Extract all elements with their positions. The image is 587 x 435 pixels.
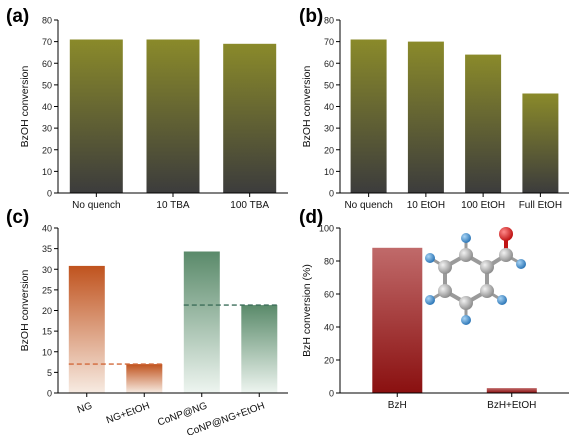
x-tick-label: 100 EtOH <box>461 200 505 211</box>
bar-10-etoh <box>407 41 444 193</box>
y-tick-label: 50 <box>42 80 52 90</box>
y-axis-title: BzOH conversion <box>19 269 31 351</box>
y-tick-label: 10 <box>324 167 334 177</box>
carbon-atom <box>499 248 513 262</box>
x-tick-label: BzH <box>388 400 407 411</box>
chart-panel-b: 0 10 20 30 40 50 60 70 80 No quench 10 EtOH 100 EtO… <box>301 16 569 211</box>
benzaldehyde-molecule-illustration <box>425 227 526 325</box>
chart-panel-a: 0 10 20 30 40 50 60 70 80 No quench 10 TBA 100 TBA B… <box>19 16 288 211</box>
y-tick-label: 20 <box>324 356 334 366</box>
y-axis-title: BzOH conversion <box>301 65 313 147</box>
bar-100-etoh <box>465 54 502 193</box>
y-axis-title: BzH conversion (%) <box>301 264 313 357</box>
bar-ng <box>68 265 105 393</box>
bar-full-etoh <box>522 93 559 193</box>
y-tick-label: 50 <box>324 80 334 90</box>
x-tick-label: 10 TBA <box>156 200 189 211</box>
y-tick-label: 80 <box>324 16 334 26</box>
y-tick-label: 0 <box>329 189 334 199</box>
panel-a-label: (a) <box>6 6 30 27</box>
y-tick-label: 0 <box>47 389 52 399</box>
panel-b-label: (b) <box>299 6 324 27</box>
carbon-atom <box>459 248 473 262</box>
bar-100-tba <box>223 43 277 193</box>
carbon-atom <box>480 284 494 298</box>
y-tick-label: 30 <box>42 124 52 134</box>
y-tick-label: 15 <box>42 327 52 337</box>
hydrogen-atom <box>461 315 471 325</box>
bar-no-quench <box>350 39 387 193</box>
x-tick-label: Full EtOH <box>519 200 562 211</box>
carbon-atom <box>438 260 452 274</box>
hydrogen-atom <box>497 295 507 305</box>
bar-conp-ng-etoh <box>241 305 278 393</box>
y-tick-label: 20 <box>324 145 334 155</box>
bar-conp-ng <box>183 251 220 393</box>
y-tick-label: 20 <box>42 306 52 316</box>
x-tick-label: NG <box>76 400 94 416</box>
x-tick-label: 10 EtOH <box>407 200 445 211</box>
carbon-atom <box>480 260 494 274</box>
panel-c-label: (c) <box>6 207 30 228</box>
y-tick-label: 40 <box>324 323 334 333</box>
panel-d-label: (d) <box>299 207 324 228</box>
bar-bzh <box>372 247 423 393</box>
carbon-atom <box>438 284 452 298</box>
x-tick-label: No quench <box>344 200 392 211</box>
x-tick-label: BzH+EtOH <box>487 400 536 411</box>
bar-10-tba <box>146 39 200 193</box>
y-tick-label: 0 <box>47 189 52 199</box>
hydrogen-atom <box>425 295 435 305</box>
bar-no-quench <box>69 39 123 193</box>
carbon-atom <box>459 296 473 310</box>
y-tick-label: 100 <box>319 224 334 234</box>
y-tick-label: 10 <box>42 167 52 177</box>
hydrogen-atom <box>425 253 435 263</box>
y-tick-label: 60 <box>324 59 334 69</box>
y-axis-title: BzOH conversion <box>19 65 31 147</box>
y-tick-label: 40 <box>42 224 52 234</box>
y-tick-label: 25 <box>42 285 52 295</box>
y-tick-label: 20 <box>42 145 52 155</box>
y-tick-label: 40 <box>42 102 52 112</box>
x-tick-label: NG+EtOH <box>105 400 151 426</box>
y-tick-label: 30 <box>42 265 52 275</box>
x-tick-label: 100 TBA <box>230 200 269 211</box>
bar-bzh-etoh <box>486 388 537 393</box>
y-tick-label: 40 <box>324 102 334 112</box>
bar-ng-etoh <box>126 364 163 393</box>
y-tick-label: 80 <box>42 16 52 26</box>
x-tick-label: No quench <box>72 200 120 211</box>
y-tick-label: 5 <box>47 368 52 378</box>
oxygen-atom <box>499 227 513 241</box>
y-tick-label: 60 <box>324 290 334 300</box>
y-tick-label: 0 <box>329 389 334 399</box>
hydrogen-atom <box>516 259 526 269</box>
hydrogen-atom <box>461 233 471 243</box>
y-tick-label: 60 <box>42 59 52 69</box>
y-tick-label: 70 <box>42 37 52 47</box>
y-tick-label: 70 <box>324 37 334 47</box>
chart-panel-d: 0 20 40 60 80 100 BzH BzH+EtOH BzH conversion (%… <box>301 224 569 411</box>
y-tick-label: 80 <box>324 257 334 267</box>
y-tick-label: 30 <box>324 124 334 134</box>
y-tick-label: 10 <box>42 347 52 357</box>
y-tick-label: 35 <box>42 244 52 254</box>
